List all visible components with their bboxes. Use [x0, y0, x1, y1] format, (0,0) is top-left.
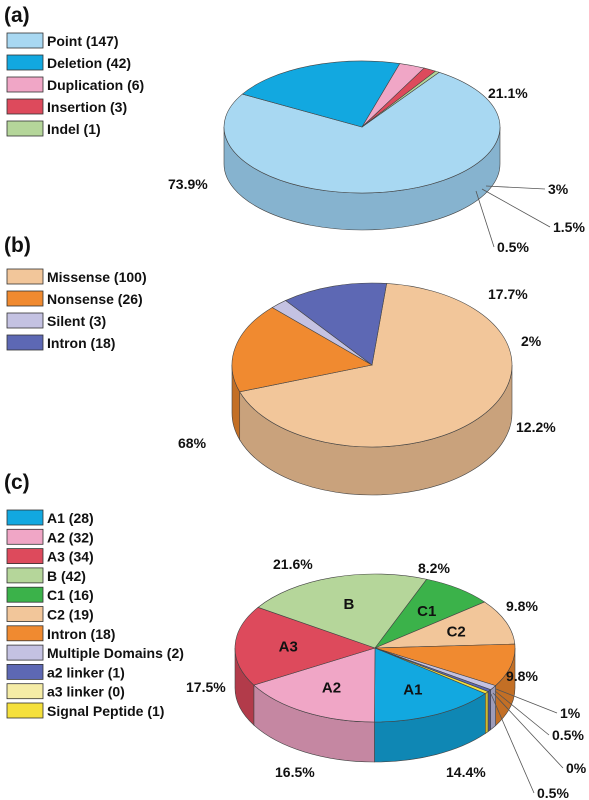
legend-swatch-c-intron-18	[6, 625, 44, 642]
legend-swatch-a-point-147	[6, 32, 44, 49]
legend-swatch-c-multiple-domains-2	[6, 644, 44, 661]
percent-label-c-intron: 9.8%	[506, 668, 538, 684]
legend-swatch-c-signal-peptide-1	[6, 702, 44, 719]
slice-inner-label-c-a2: A2	[322, 680, 341, 697]
percent-label-a-point: 73.9%	[168, 176, 208, 192]
leader-line-c-signal-peptide	[490, 693, 535, 794]
legend-label-c-c1-16: C1 (16)	[47, 587, 94, 603]
pie-slice-c-c2	[374, 601, 516, 649]
legend-swatch-c-b-42	[6, 567, 44, 584]
legend-swatch-a-insertion-3	[6, 98, 44, 115]
percent-label-c-a2: 16.5%	[275, 764, 315, 780]
pie-slice-b-nonsense	[231, 307, 373, 393]
legend-swatch-c-c1-16	[6, 586, 44, 603]
percent-label-b-silent: 2%	[521, 333, 542, 349]
pie-slice-b-intron	[285, 282, 387, 366]
legend-swatch-b-missense-100	[6, 268, 44, 285]
legend-label-c-a1-28: A1 (28)	[47, 510, 94, 526]
slice-inner-label-c-a1: A1	[403, 681, 422, 698]
pie-slice-c-a2	[253, 647, 376, 723]
legend-swatch-c-c2-19	[6, 606, 44, 622]
legend-label-c-intron-18: Intron (18)	[47, 626, 115, 642]
panel-a: (a) Point (147) Deletion (42) Duplication …	[4, 4, 585, 255]
percent-label-a-indel: 0.5%	[497, 239, 529, 255]
legend-label-b-nonsense-26: Nonsense (26)	[47, 291, 143, 307]
pie-slice-c-b	[257, 573, 428, 649]
pie-top-a	[223, 60, 501, 194]
pie-slice-c-a3	[234, 606, 376, 686]
percent-label-c-signal-peptide: 0.5%	[537, 785, 569, 800]
legend-label-c-b-42: B (42)	[47, 568, 86, 584]
pie-side-c-multiple-domains	[490, 684, 496, 731]
legend-swatch-c-a1-28	[6, 509, 44, 526]
legend-swatch-b-intron-18	[6, 334, 44, 351]
percent-label-c-c2: 9.8%	[506, 598, 538, 614]
legend-label-a-insertion-3: Insertion (3)	[47, 99, 127, 115]
slice-inner-label-c-c1: C1	[417, 603, 436, 620]
pie-side-c-signal-peptide	[485, 691, 489, 735]
percent-label-c-multiple-domains: 1%	[560, 705, 581, 721]
legend-label-c-multiple-domains-2: Multiple Domains (2)	[47, 645, 184, 661]
leader-line-a-indel	[475, 190, 495, 248]
legend-label-a-indel-1: Indel (1)	[47, 121, 101, 137]
legend-label-c-a3-linker-0: a3 linker (0)	[47, 684, 125, 700]
pie-slice-a-point	[223, 71, 501, 194]
leader-line-a-insertion	[481, 188, 551, 228]
legend-label-c-c2-19: C2 (19)	[47, 607, 94, 623]
legend-label-c-a2-linker-1: a2 linker (1)	[47, 664, 125, 680]
legend-label-c-a3-34: A3 (34)	[47, 549, 94, 565]
leader-line-c-a2-linker	[494, 690, 550, 736]
pie-slice-a-indel	[361, 70, 440, 128]
percent-label-a-duplication: 3%	[548, 181, 569, 197]
legend-label-a-duplication-6: Duplication (6)	[47, 77, 144, 93]
legend-label-c-a2-32: A2 (32)	[47, 529, 94, 545]
percent-label-c-a2-linker: 0.5%	[552, 727, 584, 743]
legend-swatch-b-nonsense-26	[6, 290, 44, 307]
slice-inner-label-c-a3: A3	[279, 639, 298, 656]
legend-swatch-a-duplication-6	[6, 76, 44, 93]
pie-slice-c-signal-peptide	[374, 647, 489, 694]
leader-line-a-duplication	[485, 185, 546, 190]
slice-inner-label-c-c2: C2	[447, 624, 466, 641]
pie-slice-b-missense	[239, 283, 513, 448]
pie-top-c	[234, 573, 516, 723]
percent-label-b-missense: 68%	[178, 435, 207, 451]
percent-label-c-a3-linker: 0%	[566, 760, 587, 776]
legend-swatch-c-a3-linker-0	[6, 683, 44, 700]
panel-b: (b) Missense (100) Nonsense (26) Silent (3…	[4, 234, 556, 496]
legend-label-a-deletion-42: Deletion (42)	[47, 55, 131, 71]
legend-swatch-c-a2-32	[6, 528, 44, 545]
legend-label-c-signal-peptide-1: Signal Peptide (1)	[47, 703, 164, 719]
percent-label-b-intron: 12.2%	[516, 419, 556, 435]
legend-swatch-a-deletion-42	[6, 54, 44, 71]
percent-label-a-insertion: 1.5%	[553, 219, 585, 235]
legend-swatch-a-indel-1	[6, 120, 44, 137]
percent-label-b-nonsense: 17.7%	[488, 286, 528, 302]
percent-label-c-c1: 8.2%	[418, 560, 450, 576]
pie-slice-c-intron	[374, 643, 516, 686]
percent-label-c-a3: 17.5%	[186, 679, 226, 695]
slice-inner-label-c-b: B	[343, 596, 354, 613]
legend-label-b-missense-100: Missense (100)	[47, 269, 147, 285]
panel-c-label: (c)	[4, 471, 30, 494]
percent-label-c-b: 21.6%	[273, 556, 313, 572]
percent-label-a-deletion: 21.1%	[488, 85, 528, 101]
percent-label-c-a1: 14.4%	[446, 764, 486, 780]
panel-b-label: (b)	[4, 234, 31, 257]
legend-swatch-c-a2-linker-1	[6, 664, 44, 680]
legend-label-b-silent-3: Silent (3)	[47, 313, 106, 329]
leader-line-c-multiple-domains	[495, 688, 558, 714]
pie-top-b	[231, 282, 513, 448]
pie-slice-a-deletion	[241, 60, 401, 128]
legend-swatch-b-silent-3	[6, 312, 44, 329]
legend-label-a-point-147: Point (147)	[47, 33, 119, 49]
legend-label-b-intron-18: Intron (18)	[47, 335, 115, 351]
panel-c: (c) A1 (28) A2 (32) A3 (34) B (42) C1 (16) C2…	[4, 471, 587, 800]
pie-side-c-a2-linker	[487, 689, 491, 733]
leader-line-c-a3-linker	[492, 692, 564, 769]
legend-swatch-c-a3-34	[6, 548, 44, 564]
panel-a-label: (a)	[4, 4, 30, 27]
pie-slice-c-a1	[374, 647, 486, 723]
